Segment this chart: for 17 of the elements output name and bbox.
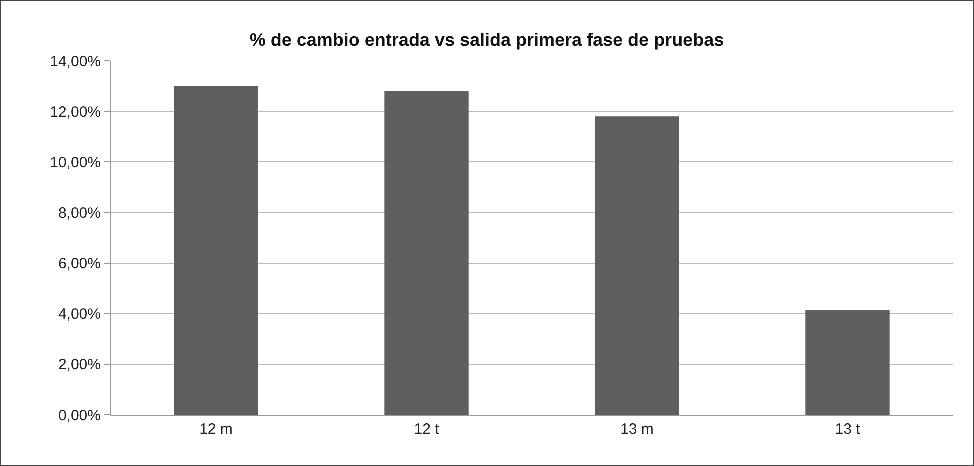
y-tick-label: 14,00% (50, 53, 101, 70)
y-tick-label: 2,00% (58, 356, 101, 374)
bar (384, 91, 469, 415)
y-tick-label: 4,00% (58, 306, 101, 324)
y-tick-label: 0,00% (58, 407, 101, 424)
chart-title: % de cambio entrada vs salida primera fase de pruebas (250, 30, 724, 50)
y-tick-label: 12,00% (50, 104, 101, 121)
x-tick-label: 13 m (620, 421, 654, 438)
bar (174, 86, 258, 415)
y-tick-label: 8,00% (58, 204, 101, 222)
bar (595, 116, 680, 415)
x-tick-label: 13 t (835, 421, 862, 438)
x-tick-label: 12 t (414, 421, 440, 438)
x-tick-label: 12 m (200, 421, 233, 438)
y-tick-label: 10,00% (50, 154, 101, 172)
y-tick-label: 6,00% (58, 256, 101, 273)
bar (806, 310, 890, 415)
